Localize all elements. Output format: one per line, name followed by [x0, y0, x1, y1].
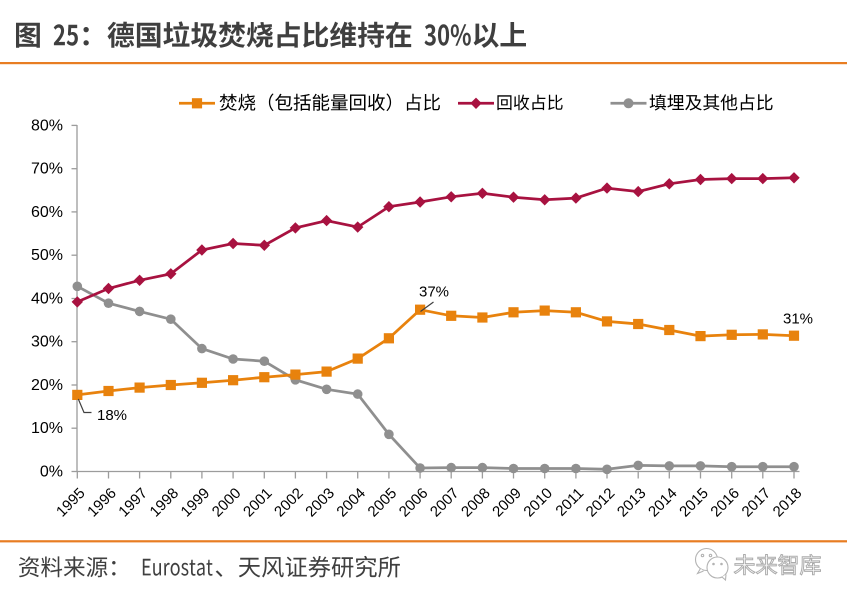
svg-text:0%: 0%	[40, 464, 63, 481]
svg-text:31%: 31%	[783, 311, 813, 328]
svg-text:37%: 37%	[419, 284, 449, 301]
svg-text:30%: 30%	[31, 334, 63, 351]
svg-text:60%: 60%	[31, 204, 63, 221]
svg-text:20%: 20%	[31, 377, 63, 394]
svg-text:70%: 70%	[31, 161, 63, 178]
svg-text:18%: 18%	[97, 407, 127, 424]
svg-text:80%: 80%	[31, 117, 63, 134]
svg-text:10%: 10%	[31, 420, 63, 437]
svg-text:50%: 50%	[31, 247, 63, 264]
svg-text:40%: 40%	[31, 291, 63, 308]
